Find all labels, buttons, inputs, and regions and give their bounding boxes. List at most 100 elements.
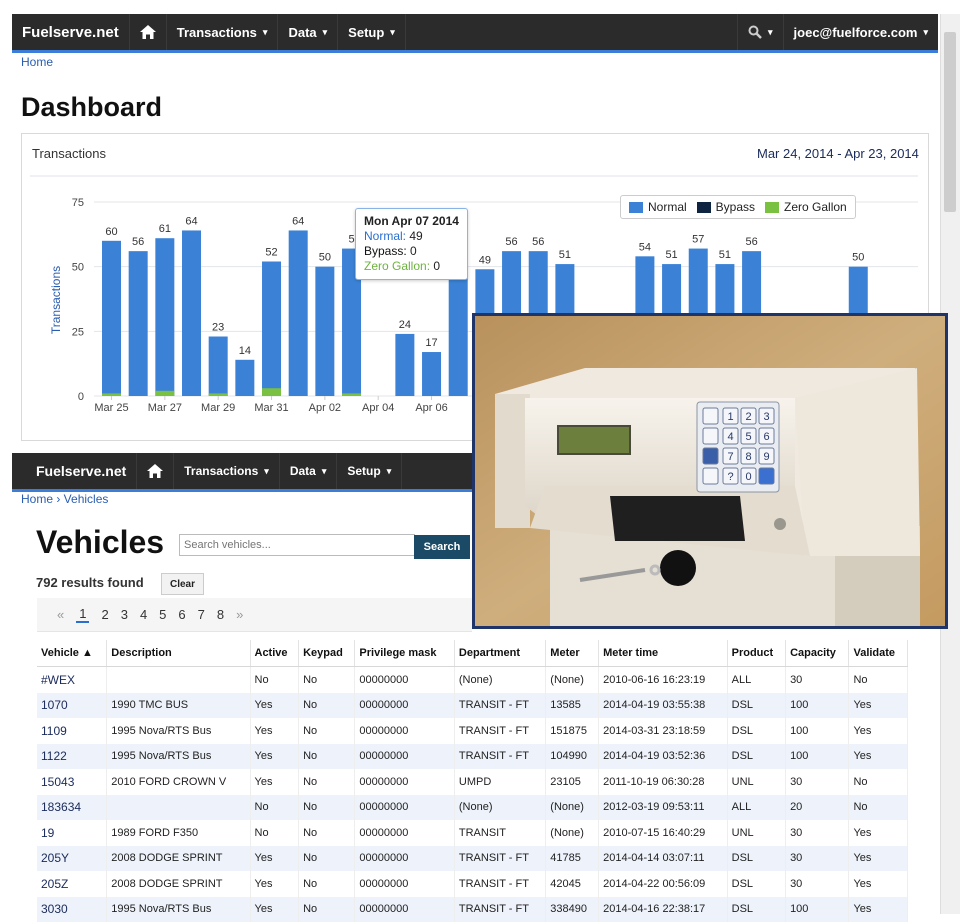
vehicles-navbar: Fuelserve.net Transactions ▾ Data ▾ Setup ▾ <box>12 453 472 492</box>
search-button[interactable]: Search <box>414 535 470 559</box>
x-tick-label: Mar 29 <box>201 402 235 414</box>
column-header[interactable]: Keypad <box>298 640 356 667</box>
menu-data-label: Data <box>288 24 317 40</box>
table-cell: 1990 TMC BUS <box>106 692 251 718</box>
keypad-key <box>722 447 739 465</box>
table-cell <box>106 794 251 820</box>
vehicle-link[interactable]: 1109 <box>37 718 108 744</box>
page-3[interactable]: 3 <box>120 607 128 622</box>
menu-transactions[interactable]: Transactions ▾ <box>167 14 279 50</box>
table-cell: Yes <box>250 718 300 744</box>
vehicle-link[interactable]: 183634 <box>37 794 108 820</box>
table-row[interactable]: 1109 1995 Nova/RTS Bus Yes No 00000000 TRANSI… <box>37 718 908 744</box>
menu-data[interactable]: Data ▾ <box>280 453 338 489</box>
scrollbar-thumb[interactable] <box>944 32 956 212</box>
menu-setup[interactable]: Setup ▾ <box>337 453 403 489</box>
column-header[interactable]: Validate <box>848 640 908 667</box>
vehicle-link[interactable]: 1070 <box>37 692 108 718</box>
bar-zero-gallon <box>102 393 121 396</box>
legend-label: Zero Gallon <box>784 200 847 214</box>
table-cell: 2010-06-16 16:23:19 <box>598 666 728 693</box>
page-5[interactable]: 5 <box>159 607 167 622</box>
bar-zero-gallon <box>155 390 175 396</box>
page-2[interactable]: 2 <box>101 607 109 622</box>
page-1[interactable]: 1 <box>76 606 90 623</box>
brand-logo[interactable]: Fuelserve.net <box>36 463 127 479</box>
menu-data[interactable]: Data ▾ <box>278 14 339 50</box>
user-menu[interactable]: joec@fuelforce.com ▾ <box>784 14 938 50</box>
column-header[interactable]: Privilege mask <box>354 640 455 667</box>
column-header[interactable]: Vehicle ▲ <box>37 640 108 667</box>
table-row[interactable]: 205Y 2008 DODGE SPRINT Yes No 00000000 TRANSI… <box>37 845 908 871</box>
vehicle-link[interactable]: 15043 <box>37 769 108 795</box>
menu-transactions[interactable]: Transactions ▾ <box>174 453 280 489</box>
column-header[interactable]: Department <box>454 640 547 667</box>
table-row[interactable]: 1070 1990 TMC BUS Yes No 00000000 TRANSIT - F… <box>37 692 908 718</box>
table-cell: No <box>848 794 908 820</box>
breadcrumb-home[interactable]: Home <box>21 55 54 69</box>
vehicle-link[interactable]: 19 <box>37 820 108 846</box>
table-cell: UMPD <box>454 769 547 795</box>
page-6[interactable]: 6 <box>178 607 186 622</box>
page-prev[interactable]: « <box>57 607 65 622</box>
clear-button[interactable]: Clear <box>161 573 204 595</box>
column-header[interactable]: Active <box>250 640 300 667</box>
page-7[interactable]: 7 <box>197 607 205 622</box>
table-row[interactable]: 205Z 2008 DODGE SPRINT Yes No 00000000 TRANSI… <box>37 871 908 897</box>
x-tick-label: Apr 04 <box>362 402 394 414</box>
date-range[interactable]: Mar 24, 2014 - Apr 23, 2014 <box>757 146 919 161</box>
search-input[interactable] <box>179 534 415 556</box>
legend-item-normal[interactable]: Normal <box>629 200 687 214</box>
bar-data-label: 56 <box>745 236 757 248</box>
table-cell: 30 <box>785 820 850 846</box>
column-header[interactable]: Capacity <box>785 640 850 667</box>
legend-item-bypass[interactable]: Bypass <box>696 200 755 214</box>
table-cell: TRANSIT - FT <box>454 845 547 871</box>
table-row[interactable]: 3030 1995 Nova/RTS Bus Yes No 00000000 TRANSI… <box>37 896 908 922</box>
column-header[interactable]: Meter time <box>598 640 728 667</box>
chevron-down-icon: ▾ <box>322 26 328 37</box>
vehicle-link[interactable]: 205Y <box>37 845 108 871</box>
table-cell: (None) <box>545 820 600 846</box>
table-cell: UNL <box>727 820 787 846</box>
home-button[interactable] <box>136 453 175 489</box>
page-8[interactable]: 8 <box>216 607 225 622</box>
search-menu[interactable]: ▾ <box>737 14 784 50</box>
keypad-key <box>758 427 775 445</box>
y-tick-label: 0 <box>78 391 84 403</box>
table-cell: 30 <box>785 845 850 871</box>
y-tick-label: 75 <box>72 197 84 209</box>
keypad-key-label: 2 <box>745 411 751 423</box>
table-row[interactable]: 1122 1995 Nova/RTS Bus Yes No 00000000 TRANSI… <box>37 743 908 769</box>
card-title: Transactions <box>32 146 106 161</box>
vehicle-link[interactable]: 205Z <box>37 871 108 897</box>
table-cell: 00000000 <box>354 743 455 769</box>
vehicle-link[interactable]: 3030 <box>37 896 108 922</box>
table-row[interactable]: 183634 No No 00000000 (None) (None) 2012-03-19… <box>37 794 908 820</box>
table-row[interactable]: 19 1989 FORD F350 No No 00000000 TRANSIT (None… <box>37 820 908 846</box>
page-4[interactable]: 4 <box>139 607 148 622</box>
table-row[interactable]: 15043 2010 FORD CROWN V Yes No 00000000 UMPD 2… <box>37 769 908 795</box>
table-cell: No <box>298 743 356 769</box>
menu-setup[interactable]: Setup ▾ <box>338 14 406 50</box>
column-header[interactable]: Description <box>106 640 251 667</box>
column-header[interactable]: Product <box>727 640 787 667</box>
vehicle-link[interactable]: #WEX <box>37 666 108 693</box>
table-row[interactable]: #WEX No No 00000000 (None) (None) 2010-06-16 1… <box>37 666 908 693</box>
vehicle-link[interactable]: 1122 <box>37 743 108 769</box>
table-cell: No <box>298 769 356 795</box>
column-header[interactable]: Meter <box>545 640 600 667</box>
table-cell: (None) <box>545 794 600 820</box>
legend-item-zero-gallon[interactable]: Zero Gallon <box>765 200 847 214</box>
tooltip-zero-value: 0 <box>433 259 441 273</box>
menu-transactions-label: Transactions <box>184 464 259 478</box>
page-next[interactable]: » <box>236 607 244 622</box>
brand-logo[interactable]: Fuelserve.net <box>22 23 119 41</box>
breadcrumb[interactable]: Home › Vehicles <box>21 492 109 506</box>
table-cell: 2008 DODGE SPRINT <box>106 871 251 897</box>
home-button[interactable] <box>128 14 167 50</box>
table-cell: No <box>298 820 356 846</box>
legend-label: Normal <box>648 200 687 214</box>
breadcrumb[interactable]: Home <box>21 55 53 69</box>
table-cell: No <box>298 896 356 922</box>
